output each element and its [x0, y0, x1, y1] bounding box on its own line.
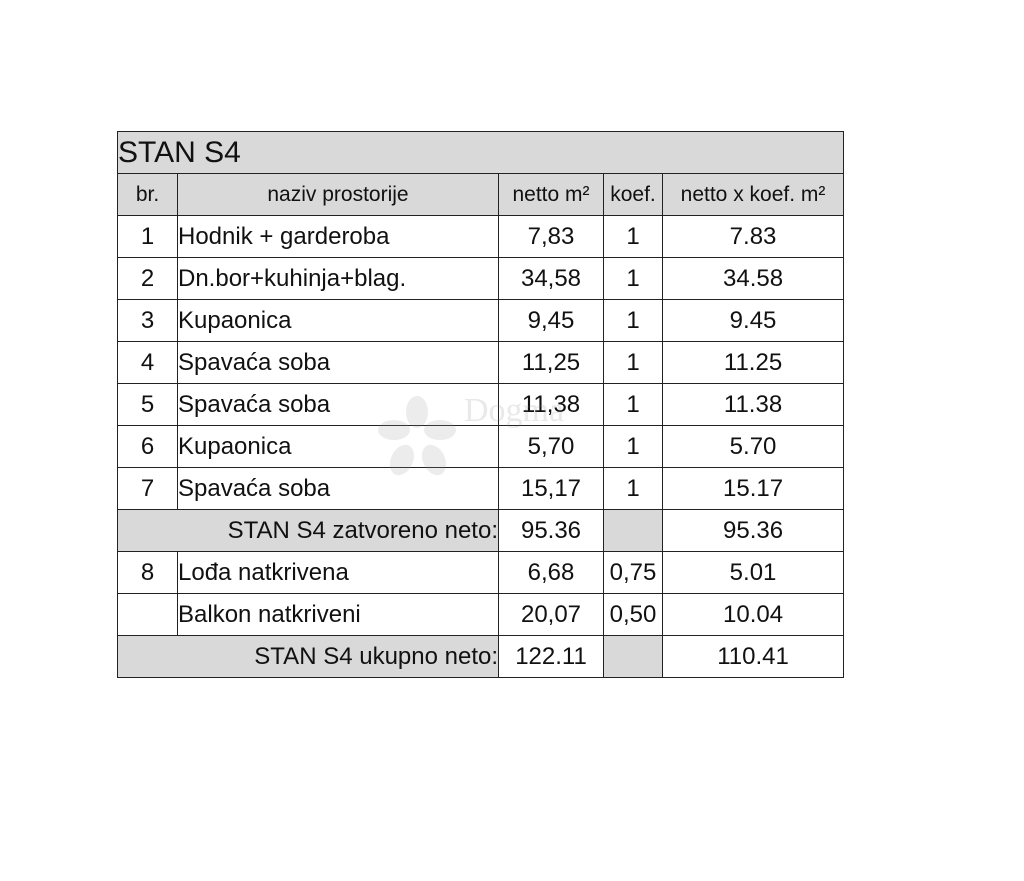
- row-koef: 1: [603, 215, 663, 258]
- row-br: 5: [117, 383, 178, 426]
- row-netto: 15,17: [498, 467, 604, 510]
- header-row: br. naziv prostorije netto m² koef. nett…: [117, 173, 845, 216]
- row-koef: 1: [603, 257, 663, 300]
- row-netto-koef: 7.83: [661, 215, 845, 258]
- row-br: 3: [117, 299, 178, 342]
- table-row: 2 Dn.bor+kuhinja+blag. 34,58 1 34.58: [117, 257, 845, 300]
- row-naziv: Kupaonica: [177, 425, 499, 468]
- subtotal-label: STAN S4 zatvoreno neto:: [117, 509, 499, 552]
- row-naziv: Spavaća soba: [177, 467, 499, 510]
- row-netto-koef: 15.17: [661, 467, 845, 510]
- table-row: 6 Kupaonica 5,70 1 5.70: [117, 425, 845, 468]
- row-netto: 11,25: [498, 341, 604, 384]
- subtotal-row: STAN S4 zatvoreno neto: 95.36 95.36: [117, 509, 845, 552]
- row-netto-koef: 5.01: [661, 551, 845, 594]
- header-netto: netto m²: [498, 173, 604, 216]
- row-br: 6: [117, 425, 178, 468]
- table-row: Balkon natkriveni 20,07 0,50 10.04: [117, 593, 845, 636]
- row-netto: 34,58: [498, 257, 604, 300]
- row-netto-koef: 11.25: [661, 341, 845, 384]
- header-naziv: naziv prostorije: [177, 173, 499, 216]
- row-netto: 6,68: [498, 551, 604, 594]
- total-netto: 122.11: [498, 635, 604, 678]
- row-koef: 1: [603, 299, 663, 342]
- row-koef: 1: [603, 341, 663, 384]
- row-netto: 9,45: [498, 299, 604, 342]
- row-netto-koef: 5.70: [661, 425, 845, 468]
- row-naziv: Spavaća soba: [177, 383, 499, 426]
- row-naziv: Lođa natkrivena: [177, 551, 499, 594]
- subtotal-netto-koef: 95.36: [661, 509, 845, 552]
- area-table: STAN S4 br. naziv prostorije netto m² ko…: [116, 131, 845, 678]
- row-netto: 20,07: [498, 593, 604, 636]
- row-koef: 1: [603, 467, 663, 510]
- row-naziv: Dn.bor+kuhinja+blag.: [177, 257, 499, 300]
- table-row: 4 Spavaća soba 11,25 1 11.25: [117, 341, 845, 384]
- row-netto-koef: 11.38: [661, 383, 845, 426]
- header-netto-koef: netto x koef. m²: [661, 173, 845, 216]
- table-row: 7 Spavaća soba 15,17 1 15.17: [117, 467, 845, 510]
- row-koef: 0,75: [603, 551, 663, 594]
- table-row: 3 Kupaonica 9,45 1 9.45: [117, 299, 845, 342]
- table-row: 8 Lođa natkrivena 6,68 0,75 5.01: [117, 551, 845, 594]
- subtotal-koef-empty: [603, 509, 663, 552]
- row-netto: 7,83: [498, 215, 604, 258]
- table-row: 5 Spavaća soba 11,38 1 11.38: [117, 383, 845, 426]
- row-br: 1: [117, 215, 178, 258]
- row-br: 7: [117, 467, 178, 510]
- subtotal-netto: 95.36: [498, 509, 604, 552]
- area-table-sheet: STAN S4 br. naziv prostorije netto m² ko…: [116, 131, 845, 679]
- row-naziv: Kupaonica: [177, 299, 499, 342]
- row-br: 2: [117, 257, 178, 300]
- row-naziv: Spavaća soba: [177, 341, 499, 384]
- table-row: 1 Hodnik + garderoba 7,83 1 7.83: [117, 215, 845, 258]
- row-netto-koef: 10.04: [661, 593, 845, 636]
- row-netto-koef: 9.45: [661, 299, 845, 342]
- total-koef-empty: [603, 635, 663, 678]
- total-row: STAN S4 ukupno neto: 122.11 110.41: [117, 635, 845, 678]
- total-netto-koef: 110.41: [661, 635, 845, 678]
- row-netto: 11,38: [498, 383, 604, 426]
- row-br: 4: [117, 341, 178, 384]
- row-koef: 0,50: [603, 593, 663, 636]
- total-label: STAN S4 ukupno neto:: [117, 635, 499, 678]
- row-br: [117, 593, 178, 636]
- header-koef: koef.: [603, 173, 663, 216]
- row-koef: 1: [603, 383, 663, 426]
- row-naziv: Balkon natkriveni: [177, 593, 499, 636]
- table-title: STAN S4: [116, 131, 845, 174]
- title-row: STAN S4: [116, 131, 845, 174]
- row-naziv: Hodnik + garderoba: [177, 215, 499, 258]
- row-br: 8: [117, 551, 178, 594]
- row-netto-koef: 34.58: [661, 257, 845, 300]
- row-netto: 5,70: [498, 425, 604, 468]
- row-koef: 1: [603, 425, 663, 468]
- header-br: br.: [117, 173, 178, 216]
